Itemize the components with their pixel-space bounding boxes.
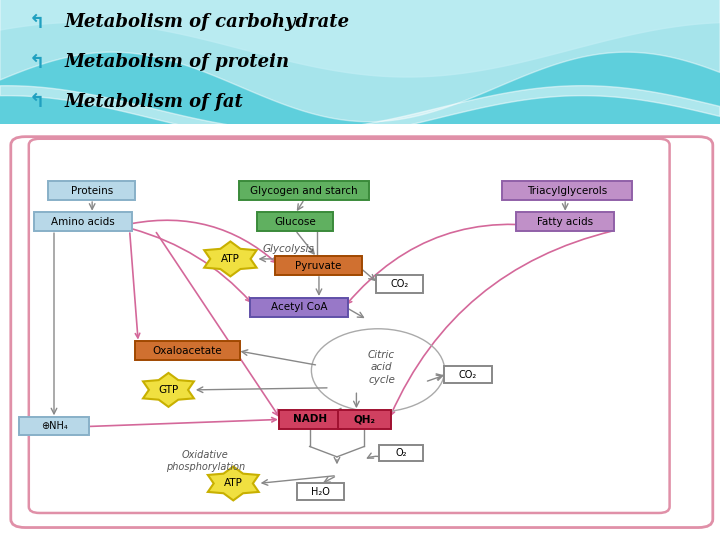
Text: H₂O: H₂O <box>311 487 330 497</box>
FancyArrowPatch shape <box>347 224 562 303</box>
Text: ⊕NH₄: ⊕NH₄ <box>40 421 68 431</box>
Text: CO₂: CO₂ <box>390 279 409 289</box>
Text: Proteins: Proteins <box>71 186 113 195</box>
FancyArrowPatch shape <box>130 233 140 338</box>
FancyBboxPatch shape <box>239 181 369 200</box>
FancyBboxPatch shape <box>48 181 135 200</box>
FancyBboxPatch shape <box>444 366 492 383</box>
Text: Metabolism of protein: Metabolism of protein <box>65 53 290 71</box>
Text: O₂: O₂ <box>396 448 407 458</box>
Text: CO₂: CO₂ <box>459 369 477 380</box>
Text: Metabolism of carbohydrate: Metabolism of carbohydrate <box>65 14 350 31</box>
Text: Glycogen and starch: Glycogen and starch <box>251 186 358 195</box>
Text: Fatty acids: Fatty acids <box>537 217 593 227</box>
FancyArrowPatch shape <box>132 220 276 262</box>
FancyBboxPatch shape <box>502 181 632 200</box>
FancyBboxPatch shape <box>338 410 391 429</box>
FancyArrowPatch shape <box>132 229 251 302</box>
FancyBboxPatch shape <box>257 212 333 232</box>
Text: ATP: ATP <box>221 254 240 264</box>
Polygon shape <box>208 467 258 501</box>
Text: Triacylglycerols: Triacylglycerols <box>527 186 607 195</box>
FancyBboxPatch shape <box>376 275 423 293</box>
FancyBboxPatch shape <box>34 212 132 232</box>
Text: Glycolysis: Glycolysis <box>262 244 314 254</box>
Text: Oxaloacetate: Oxaloacetate <box>153 346 222 356</box>
Text: Glucose: Glucose <box>274 217 316 227</box>
Text: GTP: GTP <box>158 385 179 395</box>
Text: Amino acids: Amino acids <box>51 217 114 227</box>
Text: Acetyl CoA: Acetyl CoA <box>271 302 327 312</box>
FancyBboxPatch shape <box>250 298 348 317</box>
Text: ↰: ↰ <box>29 13 45 32</box>
FancyBboxPatch shape <box>275 256 362 275</box>
Text: ATP: ATP <box>224 478 243 489</box>
FancyBboxPatch shape <box>297 483 344 501</box>
FancyArrowPatch shape <box>390 231 613 415</box>
Text: Pyruvate: Pyruvate <box>295 261 342 271</box>
Text: QH₂: QH₂ <box>354 414 375 424</box>
Text: ↰: ↰ <box>29 52 45 72</box>
FancyBboxPatch shape <box>135 341 240 360</box>
FancyBboxPatch shape <box>379 445 423 461</box>
FancyBboxPatch shape <box>516 212 614 232</box>
Text: NADH: NADH <box>292 414 327 424</box>
Text: Metabolism of fat: Metabolism of fat <box>65 93 243 111</box>
Text: Oxidative
phosphorylation: Oxidative phosphorylation <box>166 450 245 472</box>
FancyBboxPatch shape <box>19 417 89 435</box>
FancyArrowPatch shape <box>57 417 276 428</box>
Text: ↰: ↰ <box>29 92 45 111</box>
Text: Citric
acid
cycle: Citric acid cycle <box>368 350 395 385</box>
Polygon shape <box>204 241 256 276</box>
Polygon shape <box>143 373 194 407</box>
FancyBboxPatch shape <box>279 410 341 429</box>
